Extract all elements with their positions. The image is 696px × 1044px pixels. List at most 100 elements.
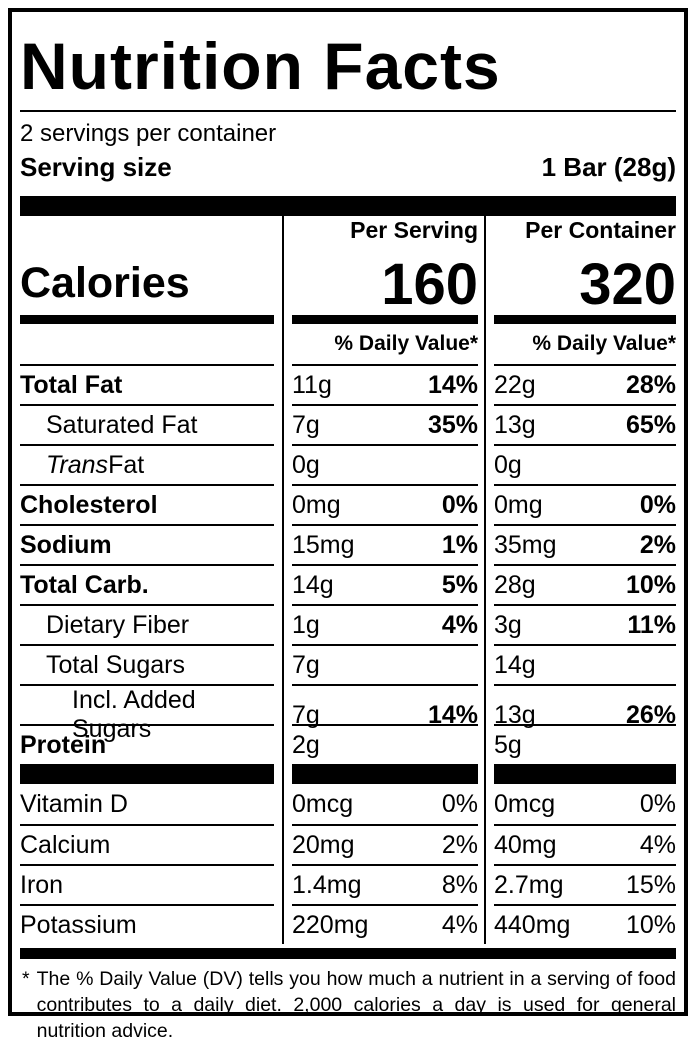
value-cell-per-serving: 7g 14% <box>292 684 478 744</box>
nutrient-name: Vitamin D <box>20 789 128 818</box>
daily-value-header-spacer <box>20 324 274 364</box>
value-cell-per-serving: 0mcg 0% <box>292 784 478 824</box>
daily-value-per-serving: 14% <box>427 700 478 729</box>
table-row: Potassium 220mg 4% 440mg 10% <box>20 904 676 944</box>
nutrient-name: Total Sugars <box>20 644 274 684</box>
daily-value-per-container: 26% <box>625 700 676 729</box>
servings-per-container: 2 servings per container <box>20 120 277 147</box>
nutrient-name: Calcium <box>20 824 274 864</box>
daily-value-per-serving: 8% <box>441 870 478 899</box>
per-container-calories-cell: Per Container 320 <box>494 216 676 324</box>
serving-size-row: Serving size 1 Bar (28g) <box>20 150 676 184</box>
vitamin-mineral-rows: Vitamin D 0mcg 0% 0mcg 0% Calcium 20mg 2% 40mg 4%… <box>20 784 676 944</box>
daily-value-header-per-container: % Daily Value* <box>532 332 676 355</box>
daily-value-per-serving: 14% <box>427 370 478 399</box>
daily-value-per-container: 10% <box>625 910 676 939</box>
table-row: Incl. Added Sugars 7g 14% 13g 26% <box>20 684 676 743</box>
header-separator-bar <box>20 196 676 216</box>
value-cell-per-serving: 2g <box>292 724 478 764</box>
value-cell-per-container: 440mg 10% <box>494 904 676 944</box>
amount-per-container: 3g <box>494 610 522 639</box>
daily-value-header-per-serving: % Daily Value* <box>334 332 478 355</box>
label-title: Nutrition Facts <box>20 29 501 103</box>
amount-per-serving: 0g <box>292 450 320 479</box>
value-cell-per-container: 3g 11% <box>494 604 676 644</box>
amount-per-container: 440mg <box>494 910 571 939</box>
amount-per-container: 5g <box>494 730 522 759</box>
serving-size-value: 1 Bar (28g) <box>541 152 676 182</box>
serving-size-label: Serving size <box>20 152 172 182</box>
separator-bar-segment <box>494 764 676 784</box>
per-container-header: Per Container <box>525 217 676 243</box>
value-cell-per-container: 14g <box>494 644 676 684</box>
amount-per-serving: 1g <box>292 610 320 639</box>
value-cell-per-container: 0mcg 0% <box>494 784 676 824</box>
amount-per-container: 14g <box>494 650 536 679</box>
amount-per-serving: 2g <box>292 730 320 759</box>
amount-per-serving: 0mg <box>292 490 341 519</box>
table-row: Protein 2g 5g <box>20 724 676 764</box>
table-row: Sodium 15mg 1% 35mg 2% <box>20 524 676 564</box>
nutrient-name: Dietary Fiber <box>20 604 274 644</box>
amount-per-serving: 11g <box>292 370 332 399</box>
value-cell-per-container: 40mg 4% <box>494 824 676 864</box>
footnote-asterisk: * <box>22 968 30 990</box>
footnote-separator-bar <box>20 948 676 959</box>
amount-per-serving: 15mg <box>292 530 355 559</box>
value-cell-per-container: 0mg 0% <box>494 484 676 524</box>
daily-value-per-container: 0% <box>639 789 676 818</box>
daily-value-per-container: 28% <box>625 370 676 399</box>
daily-value-per-serving: 1% <box>441 530 478 559</box>
daily-value-per-container: 65% <box>625 410 676 439</box>
title-rule <box>20 110 676 112</box>
daily-value-header-row: % Daily Value* % Daily Value* <box>20 324 676 364</box>
nutrient-name: Sodium <box>20 524 274 564</box>
calories-label: Calories <box>20 259 190 307</box>
table-row: Iron 1.4mg 8% 2.7mg 15% <box>20 864 676 904</box>
amount-per-serving: 7g <box>292 410 320 439</box>
value-cell-per-serving: 1g 4% <box>292 604 478 644</box>
amount-per-container: 22g <box>494 370 536 399</box>
table-row: Calcium 20mg 2% 40mg 4% <box>20 824 676 864</box>
value-cell-per-container: 0g <box>494 444 676 484</box>
calories-cell: Calories <box>20 216 274 324</box>
main-nutrient-rows: Total Fat 11g 14% 22g 28% Saturated Fat 7g 35% 1… <box>20 364 676 764</box>
value-cell-per-container: 22g 28% <box>494 364 676 404</box>
daily-value-per-container: 10% <box>625 570 676 599</box>
value-cell-per-container: 35mg 2% <box>494 524 676 564</box>
nutrient-name: Total Carb. <box>20 564 274 604</box>
calories-header-row: Calories Per Serving 160 Per Container 3… <box>20 216 676 324</box>
amount-per-serving: 20mg <box>292 830 355 859</box>
amount-per-container: 0g <box>494 450 522 479</box>
footnote-text: The % Daily Value (DV) tells you how muc… <box>36 968 676 1042</box>
table-row: Total Sugars 7g 14g <box>20 644 676 684</box>
calories-per-serving-value: 160 <box>381 251 478 317</box>
separator-bar-segment <box>20 764 274 784</box>
amount-per-serving: 1.4mg <box>292 870 362 899</box>
daily-value-per-container: 0% <box>639 490 676 519</box>
value-cell-per-serving: 0mg 0% <box>292 484 478 524</box>
nutrient-name: Potassium <box>20 904 274 944</box>
amount-per-serving: 220mg <box>292 910 369 939</box>
daily-value-per-serving: 0% <box>441 789 478 818</box>
value-cell-per-serving: 0g <box>292 444 478 484</box>
column-divider-1 <box>282 216 284 944</box>
nutrition-facts-label: Nutrition Facts 2 servings per container… <box>8 8 688 1042</box>
table-row: Dietary Fiber 1g 4% 3g 11% <box>20 604 676 644</box>
amount-per-container: 0mg <box>494 490 543 519</box>
calories-per-container-value: 320 <box>579 251 676 317</box>
amount-per-container: 0mcg <box>494 789 556 818</box>
nutrient-name: Total Fat <box>20 364 274 404</box>
daily-value-per-container: 4% <box>639 830 676 859</box>
value-cell-per-container: 5g <box>494 724 676 764</box>
footnote: * The % Daily Value (DV) tells you how m… <box>20 966 676 1044</box>
value-cell-per-serving: 1.4mg 8% <box>292 864 478 904</box>
amount-per-container: 40mg <box>494 830 557 859</box>
amount-per-container: 2.7mg <box>494 870 564 899</box>
column-divider-2 <box>484 216 486 944</box>
nutrient-name: Saturated Fat <box>20 404 274 444</box>
value-cell-per-container: 13g 65% <box>494 404 676 444</box>
nutrient-name: Cholesterol <box>20 484 274 524</box>
daily-value-per-serving: 5% <box>441 570 478 599</box>
value-cell-per-serving: 7g <box>292 644 478 684</box>
